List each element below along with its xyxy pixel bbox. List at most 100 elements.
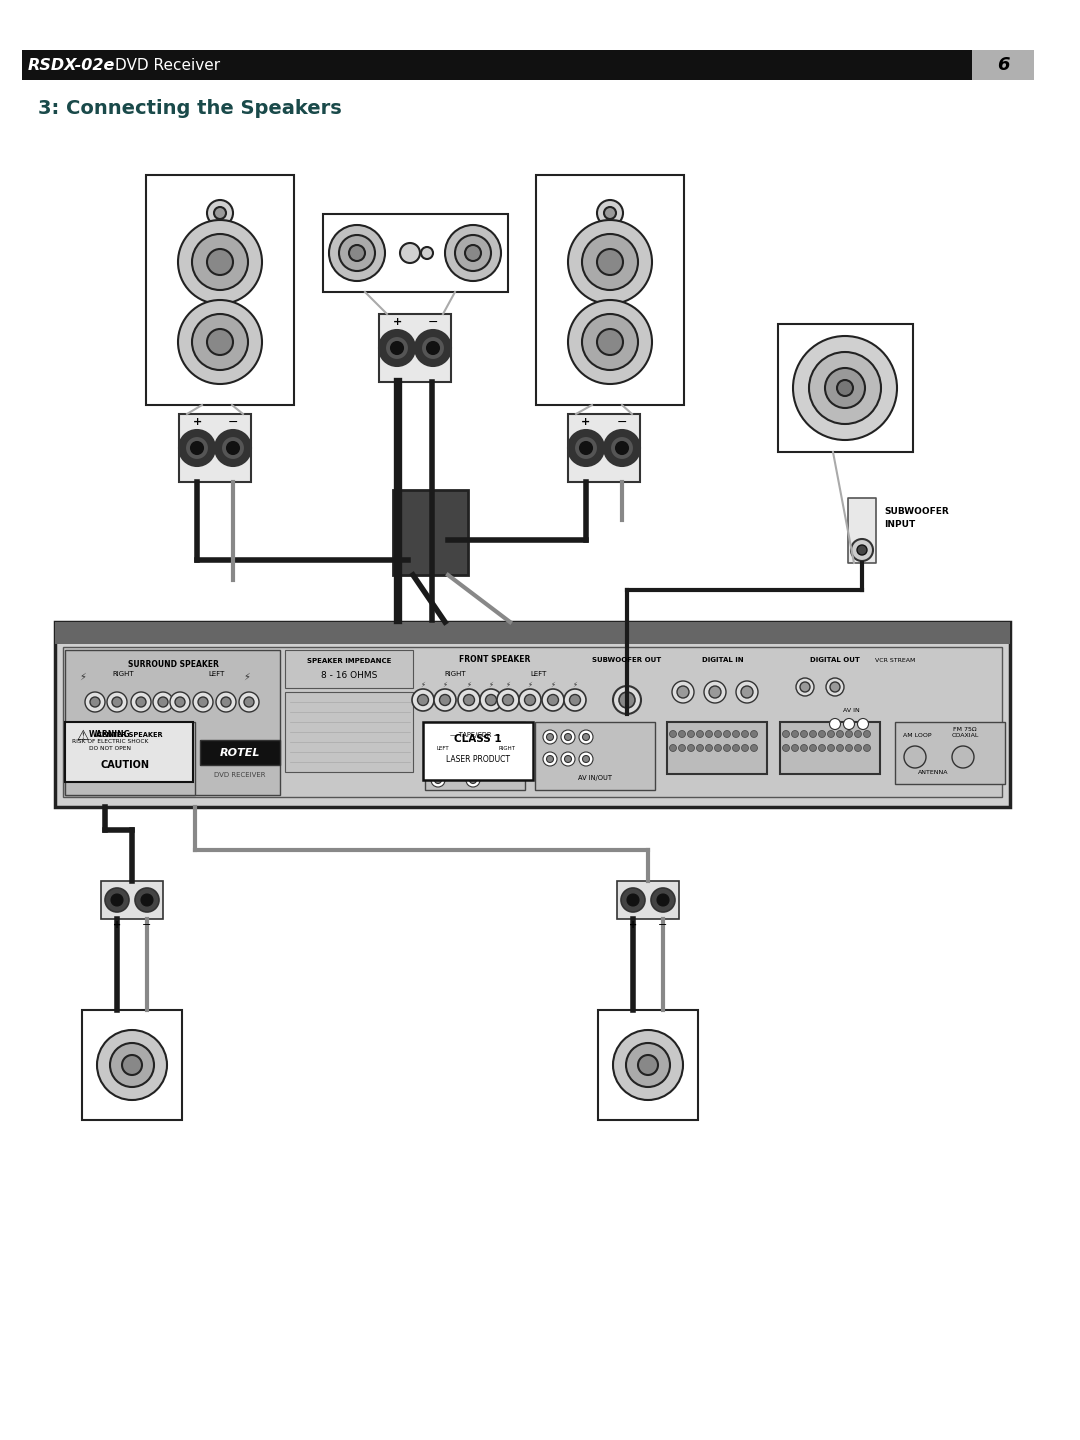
Circle shape (858, 544, 867, 554)
Circle shape (732, 730, 740, 737)
Circle shape (207, 249, 233, 275)
Bar (323, 215, 508, 292)
Circle shape (670, 730, 676, 737)
Circle shape (175, 697, 185, 707)
Circle shape (95, 752, 114, 772)
Text: −: − (228, 416, 239, 429)
Circle shape (78, 757, 87, 768)
Text: +: + (192, 418, 202, 428)
Bar (285, 693, 413, 772)
Text: ⚡: ⚡ (80, 672, 86, 683)
Circle shape (135, 888, 159, 912)
Text: +: + (113, 920, 121, 930)
Circle shape (582, 733, 590, 740)
Circle shape (185, 436, 210, 459)
Circle shape (851, 539, 873, 562)
Text: LEFT: LEFT (530, 671, 548, 677)
Circle shape (846, 744, 852, 752)
Text: ⚡: ⚡ (505, 683, 511, 688)
Circle shape (431, 755, 445, 769)
Circle shape (565, 733, 571, 740)
Text: SURROUND SPEAKER: SURROUND SPEAKER (127, 660, 218, 668)
Text: ⚡: ⚡ (527, 683, 532, 688)
Bar (200, 740, 280, 765)
Bar (22, 50, 972, 81)
Circle shape (826, 678, 843, 696)
Circle shape (465, 755, 480, 769)
Circle shape (463, 694, 474, 706)
Circle shape (384, 336, 409, 360)
Circle shape (670, 744, 676, 752)
Circle shape (579, 752, 593, 766)
Circle shape (724, 730, 730, 737)
Circle shape (470, 776, 476, 783)
Bar (146, 176, 294, 405)
Circle shape (465, 245, 481, 261)
Bar (780, 721, 880, 775)
Circle shape (192, 235, 248, 289)
Bar (65, 721, 193, 782)
Circle shape (626, 1043, 670, 1087)
Circle shape (819, 730, 825, 737)
Text: 3: Connecting the Speakers: 3: Connecting the Speakers (38, 98, 341, 118)
Bar (285, 649, 413, 688)
Bar (65, 721, 195, 795)
Circle shape (638, 1056, 658, 1076)
Circle shape (123, 752, 143, 772)
Circle shape (597, 249, 623, 275)
Circle shape (621, 888, 645, 912)
Circle shape (704, 681, 726, 703)
Bar (82, 1009, 183, 1120)
Text: CENTER SPEAKER: CENTER SPEAKER (97, 732, 163, 739)
Circle shape (800, 744, 808, 752)
Circle shape (170, 693, 190, 711)
Text: DVD RECEIVER: DVD RECEIVER (214, 772, 266, 778)
Text: ⚡: ⚡ (572, 683, 578, 688)
Circle shape (604, 207, 616, 219)
Circle shape (339, 235, 375, 271)
Circle shape (349, 245, 365, 261)
Circle shape (107, 693, 127, 711)
Circle shape (735, 681, 758, 703)
Circle shape (141, 894, 153, 906)
Circle shape (597, 200, 623, 226)
Text: RIGHT: RIGHT (444, 671, 465, 677)
Circle shape (793, 336, 897, 441)
Circle shape (831, 683, 840, 693)
Circle shape (244, 697, 254, 707)
Circle shape (613, 1030, 683, 1100)
Circle shape (178, 220, 262, 304)
Circle shape (742, 730, 748, 737)
Bar (598, 1009, 698, 1120)
Circle shape (546, 756, 553, 763)
Text: ⚡: ⚡ (551, 683, 555, 688)
Circle shape (613, 685, 642, 714)
Circle shape (627, 894, 639, 906)
Circle shape (136, 697, 146, 707)
Circle shape (470, 759, 476, 766)
Text: ⚡: ⚡ (467, 683, 472, 688)
Bar (63, 647, 1002, 796)
Circle shape (827, 744, 835, 752)
Circle shape (843, 719, 854, 730)
Circle shape (415, 330, 451, 366)
Bar (55, 622, 1010, 644)
Circle shape (610, 436, 634, 459)
Circle shape (214, 207, 226, 219)
Bar (972, 50, 1034, 81)
Circle shape (421, 336, 445, 360)
Circle shape (90, 697, 100, 707)
Circle shape (783, 730, 789, 737)
Circle shape (191, 442, 203, 454)
Circle shape (751, 744, 757, 752)
Text: LEFT: LEFT (208, 671, 226, 677)
Circle shape (480, 688, 502, 711)
Text: +: + (392, 317, 402, 327)
Circle shape (582, 235, 638, 289)
Text: RIGHT: RIGHT (112, 671, 134, 677)
Bar (426, 721, 525, 791)
Circle shape (112, 697, 122, 707)
Circle shape (792, 730, 798, 737)
Circle shape (434, 688, 456, 711)
Circle shape (810, 744, 816, 752)
